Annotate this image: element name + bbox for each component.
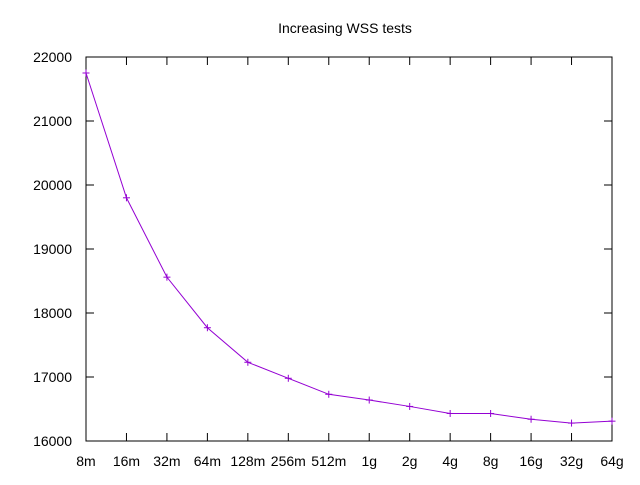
x-tick-label: 32g [560, 453, 583, 469]
x-tick-label: 16m [113, 453, 140, 469]
data-point [487, 409, 495, 417]
y-axis: 16000 17000 18000 19000 20000 21000 22000 [33, 49, 612, 449]
x-tick-label: 2g [402, 453, 418, 469]
chart-title: Increasing WSS tests [278, 20, 412, 36]
data-point [446, 409, 454, 417]
data-point [406, 402, 414, 410]
x-tick-label: 8g [483, 453, 499, 469]
data-point [203, 324, 211, 332]
x-tick-label: 16g [519, 453, 542, 469]
data-point [527, 415, 535, 423]
y-tick-label: 17000 [33, 369, 72, 385]
data-point [365, 396, 373, 404]
y-tick-label: 20000 [33, 177, 72, 193]
x-tick-label: 64m [194, 453, 221, 469]
y-tick-label: 16000 [33, 433, 72, 449]
y-tick-label: 21000 [33, 113, 72, 129]
data-point [608, 417, 616, 425]
data-point [82, 69, 90, 77]
x-tick-label: 64g [600, 453, 623, 469]
series-line [85, 72, 613, 424]
x-tick-label: 256m [271, 453, 306, 469]
x-tick-label: 128m [230, 453, 265, 469]
y-tick-label: 18000 [33, 305, 72, 321]
data-point [284, 374, 292, 382]
x-tick-label: 4g [442, 453, 458, 469]
data-point [325, 390, 333, 398]
series-layer [82, 69, 616, 427]
data-point [568, 419, 576, 427]
data-point [122, 194, 130, 202]
x-tick-label: 8m [76, 453, 95, 469]
x-tick-label: 1g [361, 453, 377, 469]
x-tick-label: 32m [153, 453, 180, 469]
x-axis: 8m 16m 32m 64m 128m 256m 512m 1g 2g 4g 8g 16g 32g 64g [76, 57, 624, 469]
y-tick-label: 19000 [33, 241, 72, 257]
data-point [163, 273, 171, 281]
x-tick-label: 512m [311, 453, 346, 469]
data-point [244, 358, 252, 366]
y-tick-label: 22000 [33, 49, 72, 65]
